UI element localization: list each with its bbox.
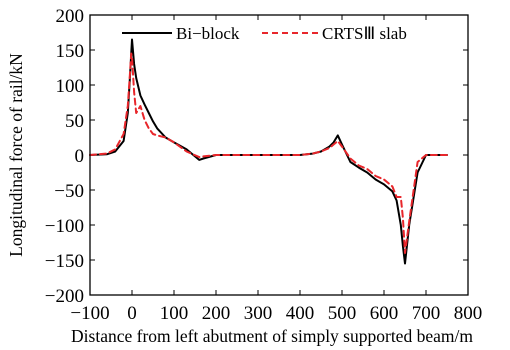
y-tick-label: 100 — [56, 76, 85, 97]
series-line-crts-slab — [89, 52, 448, 254]
y-tick-label: −200 — [45, 286, 84, 307]
y-tick-label: −50 — [54, 181, 84, 202]
x-tick-label: 0 — [127, 303, 137, 324]
y-tick-labels: 200 150 100 50 0 −50 −100 −150 −200 — [45, 6, 84, 307]
legend-label-crts-slab: CRTSⅢ slab — [322, 24, 407, 43]
x-axis-label: Distance from left abutment of simply su… — [71, 326, 473, 346]
x-tick-label: 200 — [202, 303, 231, 324]
x-tick-label: 300 — [244, 303, 273, 324]
y-tick-label: 200 — [56, 6, 85, 27]
y-tick-label: 0 — [75, 146, 85, 167]
x-tick-label: 600 — [370, 303, 399, 324]
y-tick-label: 150 — [56, 41, 85, 62]
legend-label-bi-block: Bi−block — [176, 24, 240, 43]
x-tick-label: 700 — [412, 303, 441, 324]
y-tick-label: −100 — [45, 216, 84, 237]
x-tick-label: 400 — [286, 303, 315, 324]
x-tick-label: 500 — [328, 303, 357, 324]
plot-frame — [89, 14, 469, 296]
y-axis-label: Longitudinal force of rail/kN — [6, 53, 26, 257]
series-line-bi-block — [89, 38, 448, 265]
x-tick-label: −100 — [70, 303, 109, 324]
y-tick-label: −150 — [45, 251, 84, 272]
x-tick-label: 800 — [454, 303, 483, 324]
series-layer — [89, 38, 448, 265]
x-tick-label: 100 — [160, 303, 189, 324]
legend: Bi−block CRTSⅢ slab — [122, 24, 407, 43]
x-tick-labels: −100 0 100 200 300 400 500 600 700 800 — [70, 303, 482, 324]
y-tick-label: 50 — [65, 111, 84, 132]
